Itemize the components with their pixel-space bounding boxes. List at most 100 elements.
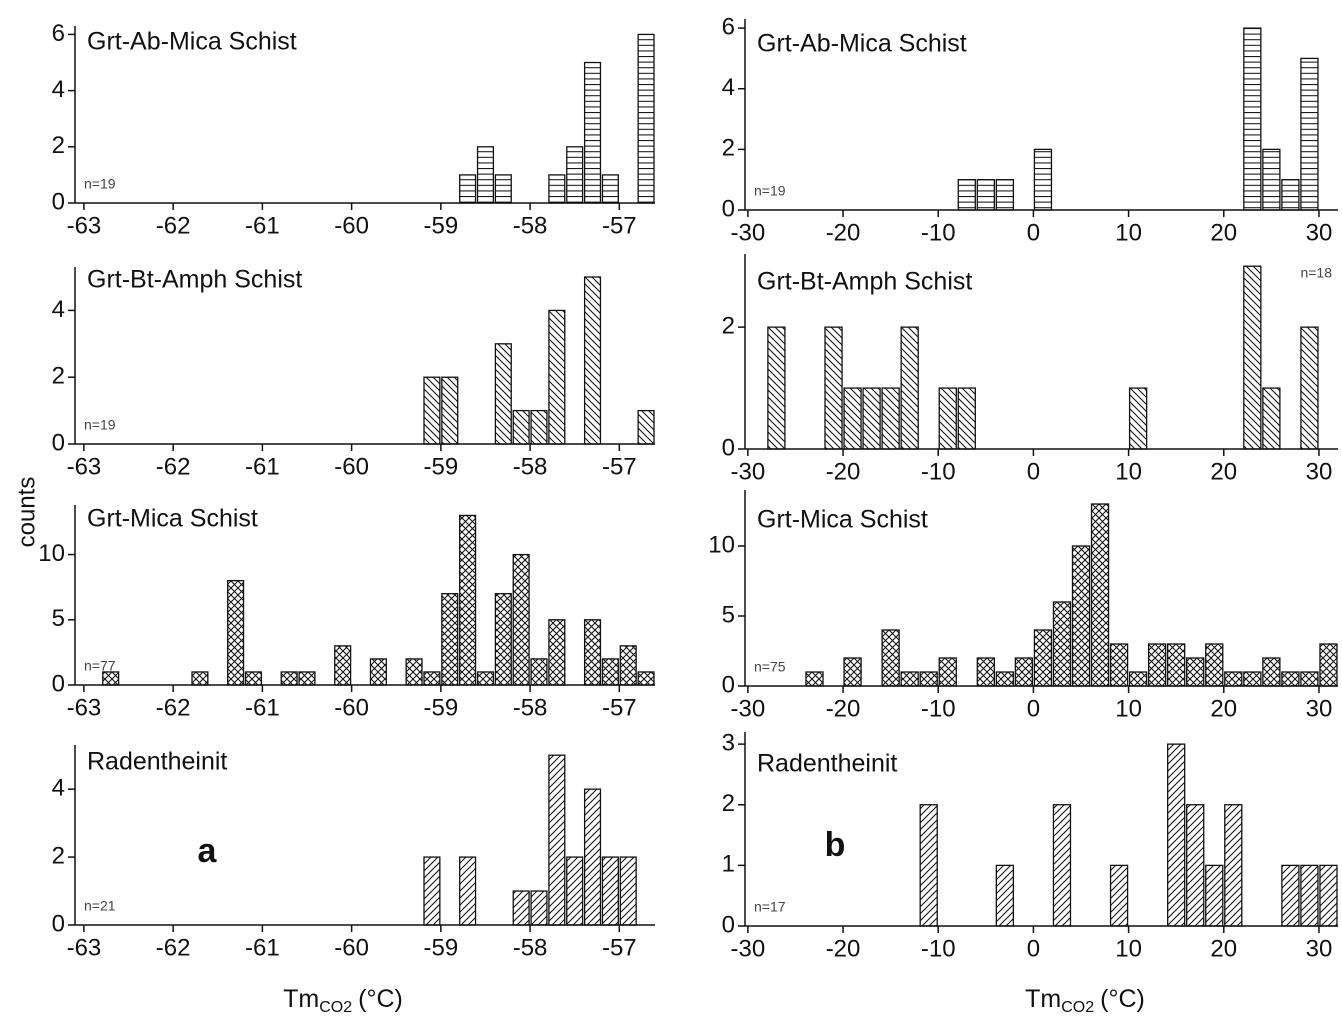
y-tick-label: 5 [722, 601, 735, 628]
y-tick-label: 6 [722, 13, 735, 40]
bar [995, 179, 1015, 211]
x-tick-label: -62 [156, 453, 191, 480]
bar [1224, 671, 1243, 687]
bar [938, 657, 957, 687]
bar [1281, 671, 1300, 687]
x-tick-label: -20 [826, 458, 861, 485]
bar [530, 409, 548, 445]
bar [938, 387, 957, 450]
x-tick-label: -10 [921, 695, 956, 722]
bar [227, 580, 245, 686]
bar [530, 658, 548, 686]
bar [619, 645, 637, 686]
y-tick-label: 0 [52, 429, 65, 456]
bar [1033, 629, 1053, 687]
x-tick-label: -59 [424, 934, 459, 961]
x-tick-label: -60 [334, 934, 369, 961]
bar [900, 326, 919, 450]
bar [1128, 671, 1148, 687]
x-tick-label: -63 [67, 934, 102, 961]
x-label-unit: (°C) [1100, 985, 1145, 1013]
x-tick-label: -60 [334, 212, 369, 239]
bar [1205, 864, 1224, 927]
x-tick-label: -62 [156, 934, 191, 961]
x-tick-label: -30 [731, 458, 766, 485]
y-tick-label: 4 [52, 76, 65, 103]
n-label: n=75 [754, 659, 786, 675]
bar [583, 61, 602, 204]
bar [476, 146, 495, 204]
x-tick-label: -61 [245, 694, 280, 721]
x-tick-label: -30 [731, 935, 766, 962]
bar [583, 788, 602, 926]
x-tick-label: -59 [424, 212, 459, 239]
y-tick-label: 5 [52, 605, 65, 632]
bar [566, 856, 584, 926]
x-tick-label: -20 [826, 219, 861, 246]
y-axis-label: counts [13, 477, 40, 548]
y-tick-label: 4 [722, 74, 735, 101]
bar [1243, 27, 1262, 211]
x-label-sub: CO2 [1061, 999, 1094, 1016]
bar [1243, 671, 1262, 687]
bar [548, 309, 566, 445]
bar [881, 629, 900, 687]
bar [1281, 179, 1300, 211]
y-tick-label: 2 [52, 132, 65, 159]
bar [1186, 657, 1205, 687]
bar [1052, 601, 1072, 687]
bar [566, 146, 584, 204]
x-tick-label: -10 [921, 219, 956, 246]
x-tick-label: -59 [424, 453, 459, 480]
bar [995, 671, 1015, 687]
bar [459, 174, 477, 204]
bar [1243, 265, 1262, 450]
panel-letter: b [825, 826, 846, 864]
bar [637, 409, 655, 445]
x-tick-label: -58 [513, 453, 548, 480]
x-tick-label: 20 [1210, 458, 1237, 485]
x-tick-label: -57 [602, 212, 637, 239]
bar [548, 174, 566, 204]
bar [1262, 657, 1281, 687]
bar [767, 326, 786, 450]
y-tick-label: 2 [722, 312, 735, 339]
bar [423, 671, 441, 686]
x-tick-label: -61 [245, 212, 280, 239]
x-tick-label: 20 [1210, 935, 1237, 962]
panel-title: Grt-Bt-Amph Schist [87, 266, 302, 294]
bar [1319, 643, 1338, 687]
bar [102, 671, 120, 686]
x-tick-label: 10 [1115, 458, 1142, 485]
bar [583, 276, 602, 445]
bar [1167, 643, 1186, 687]
x-tick-label: 30 [1306, 458, 1333, 485]
bar [1186, 804, 1205, 927]
bar [423, 856, 441, 926]
bar [459, 856, 477, 926]
x-tick-label: 0 [1027, 935, 1040, 962]
n-label: n=19 [754, 183, 786, 199]
bar [1128, 387, 1148, 450]
x-tick-label: -20 [826, 695, 861, 722]
x-tick-label: -63 [67, 453, 102, 480]
bar [334, 645, 352, 686]
x-tick-label: -63 [67, 212, 102, 239]
bar [1281, 864, 1300, 927]
x-tick-label: -58 [513, 934, 548, 961]
panel-title: Grt-Mica Schist [87, 505, 258, 533]
x-tick-label: -62 [156, 694, 191, 721]
bar [619, 856, 637, 926]
x-tick-label: 10 [1115, 219, 1142, 246]
x-tick-label: 10 [1115, 935, 1142, 962]
y-tick-label: 1 [722, 851, 735, 878]
x-tick-label: 30 [1306, 935, 1333, 962]
x-tick-label: -58 [513, 212, 548, 239]
x-tick-label: -30 [731, 219, 766, 246]
bar [530, 890, 548, 926]
x-tick-label: -58 [513, 694, 548, 721]
y-tick-label: 3 [722, 729, 735, 756]
panel-title: Grt-Ab-Mica Schist [757, 30, 967, 58]
